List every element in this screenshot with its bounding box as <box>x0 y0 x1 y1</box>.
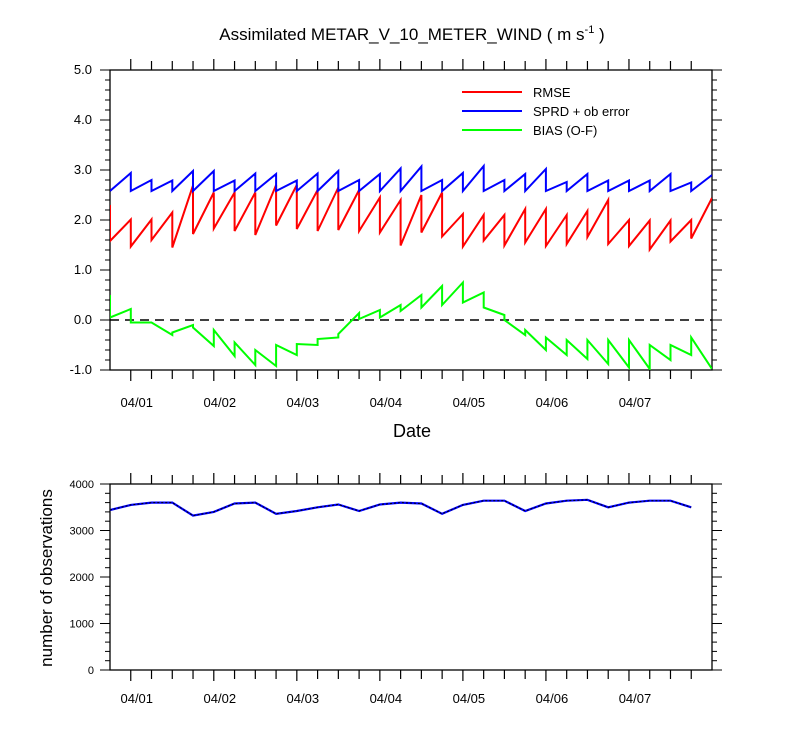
x-tick-label: 04/06 <box>536 691 569 706</box>
x-tick-label: 04/02 <box>204 691 237 706</box>
legend-label: RMSE <box>533 85 571 100</box>
x-tick-label: 04/03 <box>287 691 320 706</box>
x-tick-label: 04/01 <box>120 691 153 706</box>
x-tick-label: 04/06 <box>536 395 569 410</box>
observations-line <box>110 498 692 517</box>
y-tick-label: 1.0 <box>74 262 92 277</box>
chart-title: Assimilated METAR_V_10_METER_WIND ( m s-… <box>219 24 604 44</box>
x-axis-label: Date <box>393 421 431 441</box>
x-tick-label: 04/02 <box>204 395 237 410</box>
x-tick-label: 04/03 <box>287 395 320 410</box>
y-tick-label: -1.0 <box>70 362 92 377</box>
x-tick-label: 04/05 <box>453 691 486 706</box>
x-tick-label: 04/07 <box>619 691 652 706</box>
observations-line <box>110 499 692 517</box>
y-tick-label: 5.0 <box>74 62 92 77</box>
x-tick-label: 04/05 <box>453 395 486 410</box>
y-tick-label: 1000 <box>70 619 94 631</box>
bottom-chart: 04/01 04/02 04/03 04/04 04/05 04/06 04/07 0 1000… <box>70 473 722 706</box>
series-line-sprd-ob-error <box>110 163 712 194</box>
y-tick-label: 0.0 <box>74 312 92 327</box>
series-line-rmse <box>110 184 712 253</box>
legend: RMSE SPRD + ob error BIAS (O-F) <box>462 85 630 138</box>
y-tick-label: 2.0 <box>74 212 92 227</box>
y-tick-label: 4000 <box>70 479 94 491</box>
x-tick-label: 04/07 <box>619 395 652 410</box>
y-tick-label: 0 <box>88 665 94 677</box>
legend-label: SPRD + ob error <box>533 104 630 119</box>
x-tick-label: 04/04 <box>370 395 403 410</box>
y-tick-label: 2000 <box>70 572 94 584</box>
y-tick-label: 3.0 <box>74 162 92 177</box>
series-line-bias-o-f <box>110 279 712 370</box>
plot-frame <box>109 483 713 671</box>
legend-label: BIAS (O-F) <box>533 123 597 138</box>
x-tick-label: 04/01 <box>120 395 153 410</box>
y-tick-label: 3000 <box>70 526 94 538</box>
y-axis-label-observations: number of observations <box>37 489 56 667</box>
top-chart: 04/01 04/02 04/03 04/04 04/05 04/06 04/07 -1.0 0… <box>70 59 722 410</box>
x-tick-label: 04/04 <box>370 691 403 706</box>
y-tick-label: 4.0 <box>74 112 92 127</box>
